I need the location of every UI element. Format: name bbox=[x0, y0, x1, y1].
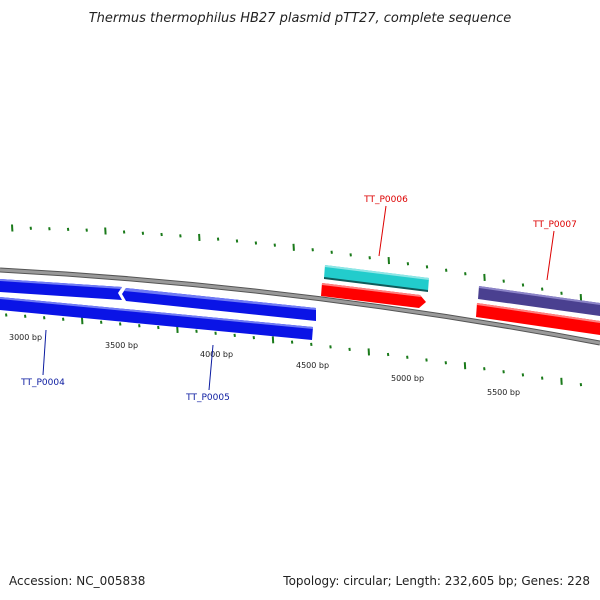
lower-tick-marks bbox=[5, 313, 583, 387]
red-gene-a-feature[interactable] bbox=[321, 283, 426, 308]
gene-tt-p0007-feature[interactable] bbox=[478, 286, 600, 316]
gene-label-tt-p0004[interactable]: TT_P0004 bbox=[20, 378, 65, 388]
gene-tt-p0005-upper-feature[interactable] bbox=[122, 288, 316, 321]
gene-tt-p0006-shape[interactable] bbox=[324, 265, 429, 291]
tick-label-5000: 5000 bp bbox=[391, 374, 424, 383]
gene-tt-p0004-shape[interactable] bbox=[0, 279, 122, 300]
gene-tt-p0006-feature[interactable] bbox=[324, 265, 429, 292]
label-line-tt-p0004 bbox=[42, 329, 47, 376]
plasmid-backbone-highlight bbox=[0, 268, 600, 345]
tick-label-3500: 3500 bp bbox=[105, 341, 138, 350]
gene-tt-p0005-lower-shape[interactable] bbox=[0, 297, 313, 340]
gene-label-tt-p0005[interactable]: TT_P0005 bbox=[185, 393, 230, 403]
tick-label-4000: 4000 bp bbox=[200, 350, 233, 359]
map-title: Thermus thermophilus HB27 plasmid pTT27,… bbox=[89, 11, 512, 26]
label-line-tt-p0005 bbox=[208, 344, 214, 391]
label-line-tt-p0006 bbox=[378, 205, 387, 257]
red-gene-b-feature[interactable] bbox=[476, 303, 600, 335]
upper-tick-marks bbox=[11, 224, 583, 302]
red-gene-a-shape[interactable] bbox=[321, 283, 426, 308]
red-gene-b-shape[interactable] bbox=[476, 303, 600, 335]
gene-label-tt-p0006[interactable]: TT_P0006 bbox=[363, 195, 408, 205]
label-line-tt-p0007 bbox=[546, 230, 555, 281]
tick-label-5500: 5500 bp bbox=[487, 388, 520, 397]
gene-tt-p0004-feature[interactable] bbox=[0, 279, 122, 300]
topology-text: Topology: circular; Length: 232,605 bp; … bbox=[283, 574, 590, 588]
accession-text: Accession: NC_005838 bbox=[9, 574, 146, 588]
gene-tt-p0007-shape[interactable] bbox=[478, 286, 600, 316]
gene-tt-p0005-upper-shape[interactable] bbox=[122, 288, 316, 321]
gene-label-tt-p0007[interactable]: TT_P0007 bbox=[532, 220, 577, 230]
tick-label-4500: 4500 bp bbox=[296, 361, 329, 370]
gene-tt-p0005-lower-feature[interactable] bbox=[0, 297, 313, 340]
tick-label-3000: 3000 bp bbox=[9, 333, 42, 342]
